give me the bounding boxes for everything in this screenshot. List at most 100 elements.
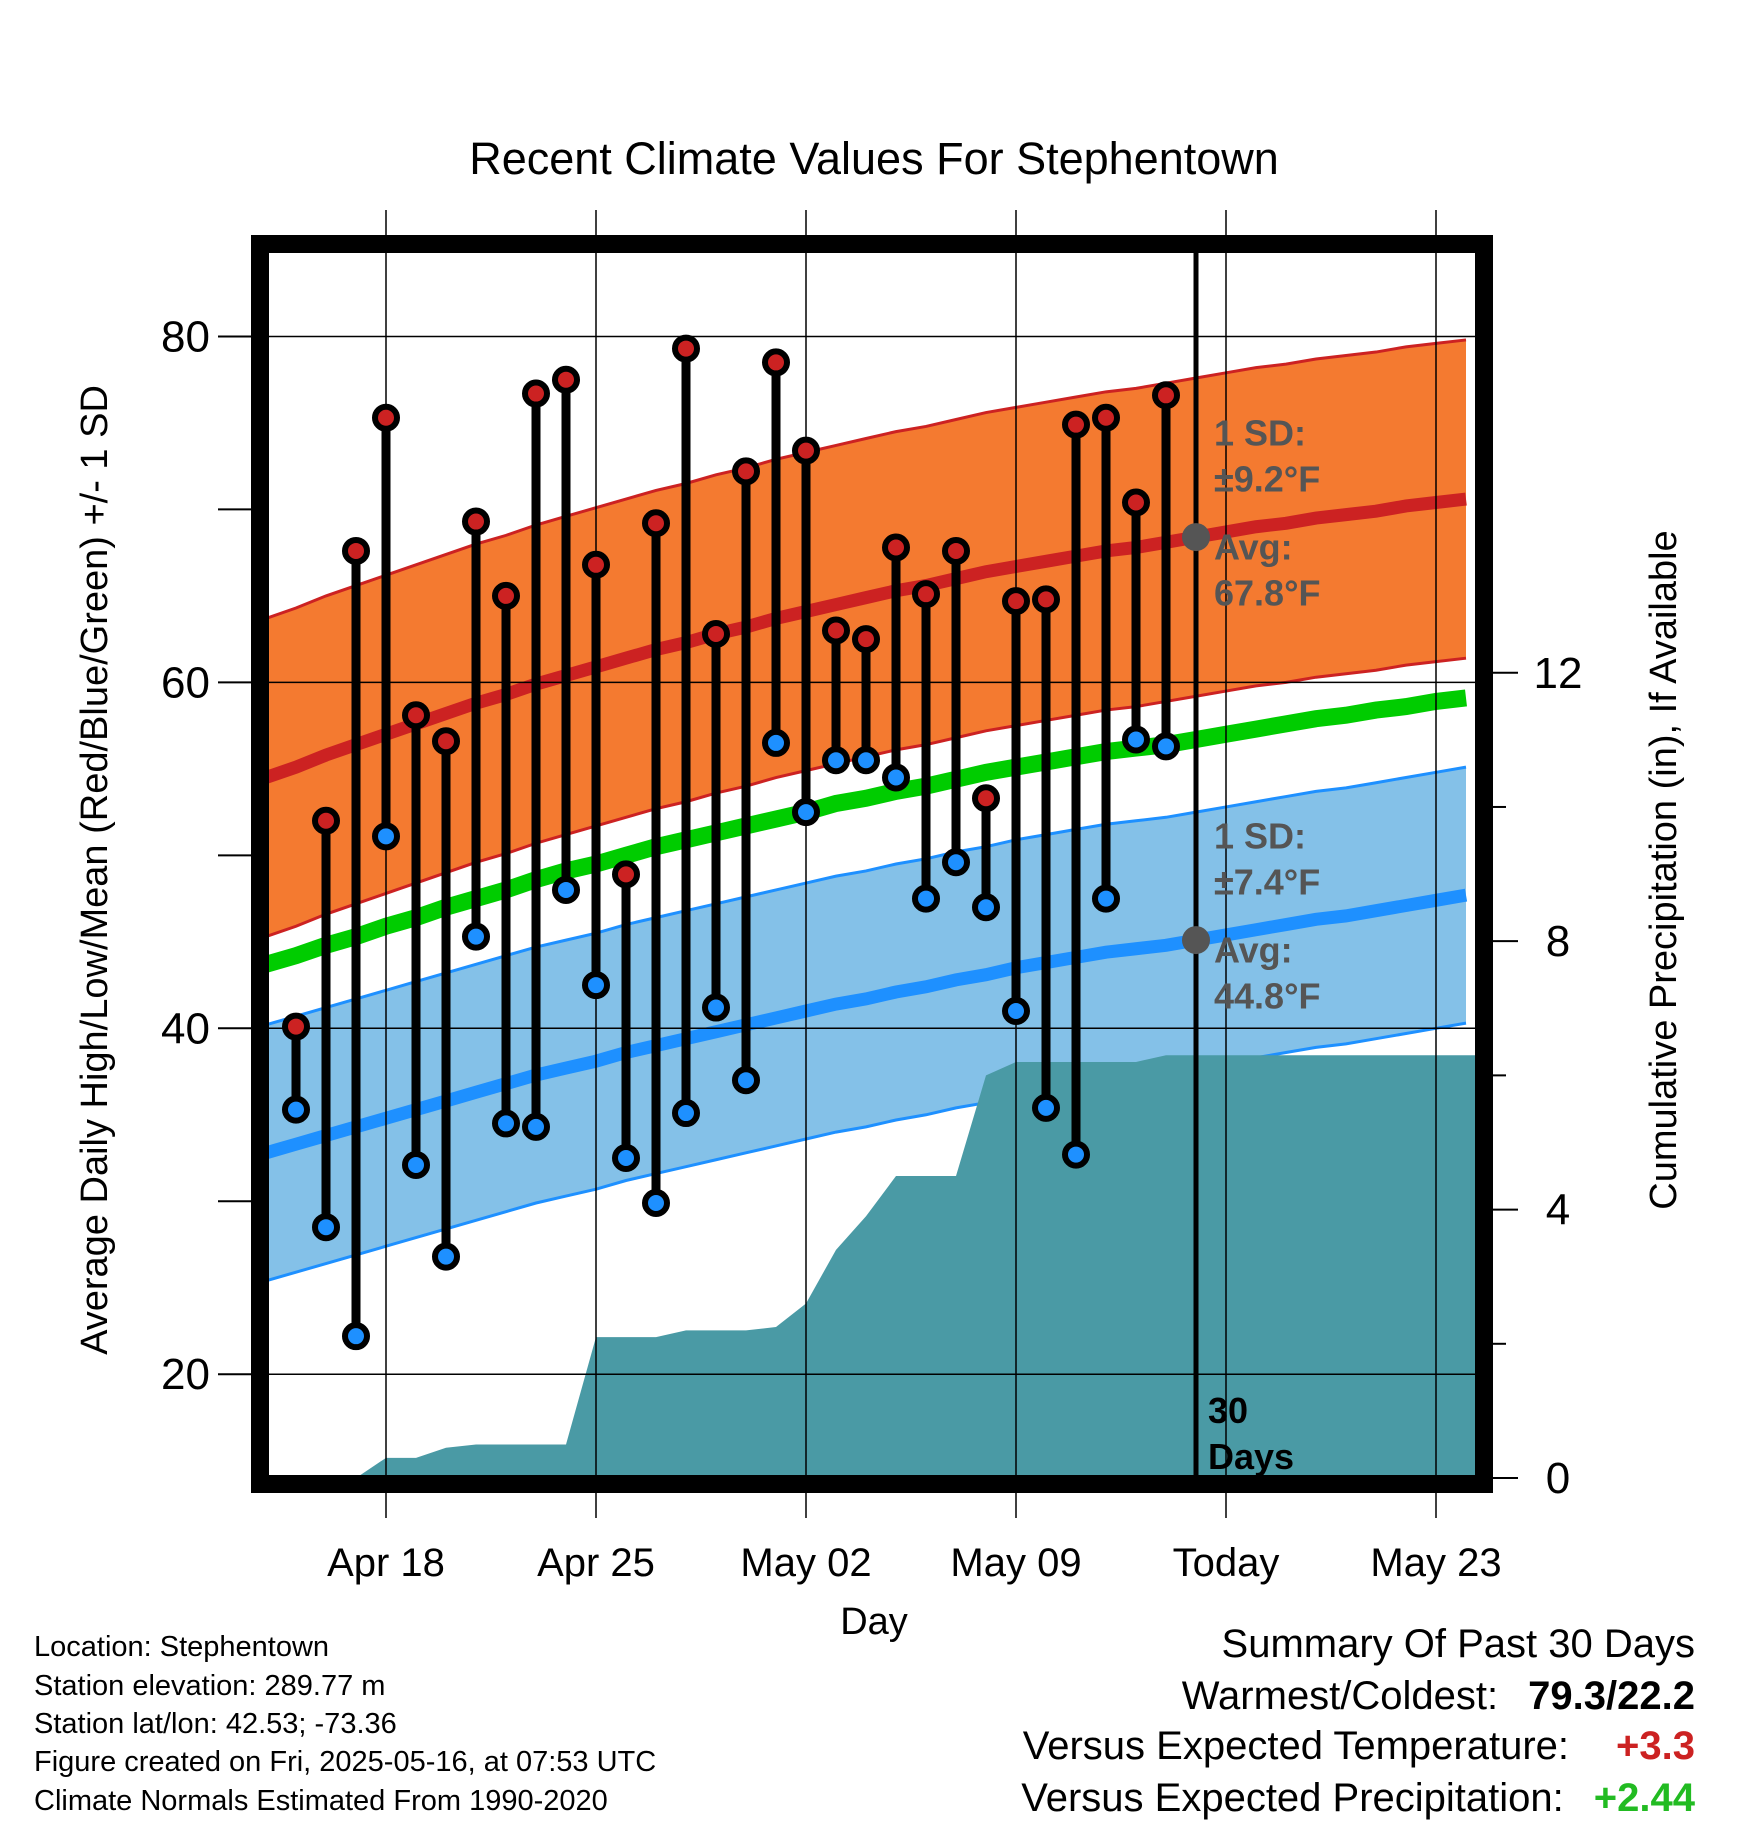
- high-point: [342, 536, 370, 565]
- avg-high-annotation-0: Avg:: [1214, 527, 1293, 568]
- high-point: [1062, 410, 1090, 439]
- x-tick-label: Today: [1173, 1541, 1280, 1585]
- avg-low-marker: [1182, 926, 1210, 955]
- high-point: [1032, 585, 1060, 614]
- high-point: [1122, 488, 1150, 517]
- sd-low-annotation-1: ±7.4°F: [1214, 861, 1320, 902]
- high-point: [402, 701, 430, 730]
- low-point: [282, 1095, 310, 1124]
- summary-precip: Versus Expected Precipitation: +2.44: [1021, 1776, 1695, 1821]
- today-note-1: Days: [1208, 1436, 1294, 1477]
- high-point: [372, 403, 400, 432]
- high-point: [282, 1012, 310, 1041]
- plot-area: 1 SD: ±9.2°F Avg: 67.8°F 1 SD: ±7.4°F Avg: 44.8…: [161, 210, 1582, 1585]
- summary-title-text: Summary Of Past 30 Days: [1221, 1622, 1695, 1666]
- location-text: Location: Stephentown: [34, 1631, 330, 1663]
- summary-temp: Versus Expected Temperature: +3.3: [1023, 1724, 1695, 1769]
- sd-high-annotation-1: ±9.2°F: [1214, 458, 1320, 499]
- temp-vs-expected-value: +3.3: [1616, 1724, 1695, 1768]
- warmest-value: 79.3: [1528, 1674, 1607, 1718]
- chart-title: Recent Climate Values For Stephentown: [469, 133, 1279, 184]
- low-point: [522, 1112, 550, 1141]
- high-point: [522, 379, 550, 408]
- summary-warm-cold: Warmest/Coldest: 79.3/22.2: [1181, 1674, 1695, 1718]
- low-point: [882, 763, 910, 792]
- y-tick-label: 60: [161, 658, 210, 707]
- high-point: [1152, 381, 1180, 410]
- precip-vs-expected-label: Versus Expected Precipitation:: [1021, 1776, 1564, 1820]
- high-point: [642, 509, 670, 538]
- x-axis-label: Day: [840, 1601, 908, 1643]
- low-point: [612, 1144, 640, 1173]
- high-point: [732, 457, 760, 486]
- high-point: [762, 348, 790, 377]
- y-tick-label: 20: [161, 1350, 210, 1399]
- low-point: [942, 848, 970, 877]
- high-point: [972, 784, 1000, 813]
- avg-low-annotation-0: Avg:: [1214, 930, 1293, 971]
- coldest-value: 22.2: [1617, 1674, 1695, 1718]
- x-tick-label: Apr 25: [537, 1541, 655, 1585]
- y2-axis-label: Cumulative Precipitation (in), If Availa…: [1643, 530, 1685, 1209]
- y-tick-label: 80: [161, 312, 210, 361]
- low-sd-upper-line: [266, 765, 1467, 1027]
- low-point: [912, 884, 940, 913]
- precip-vs-expected-value: +2.44: [1593, 1776, 1695, 1820]
- created-text: Figure created on Fri, 2025-05-16, at 07…: [34, 1746, 657, 1778]
- low-point: [1032, 1093, 1060, 1122]
- avg-high-marker: [1182, 523, 1210, 552]
- avg-low-annotation-1: 44.8°F: [1214, 976, 1320, 1017]
- low-sd-band: [266, 767, 1466, 1281]
- high-point: [702, 619, 730, 648]
- y-axis-label: Average Daily High/Low/Mean (Red/Blue/Gr…: [74, 385, 116, 1355]
- high-point: [852, 625, 880, 654]
- normal-mean-line: [266, 689, 1467, 973]
- y2-tick-label: 12: [1534, 649, 1583, 698]
- high-point: [462, 507, 490, 536]
- low-point: [642, 1188, 670, 1217]
- plot-frame: [251, 235, 1493, 1493]
- low-point: [1062, 1140, 1090, 1169]
- high-point: [1092, 403, 1120, 432]
- high-point: [942, 536, 970, 565]
- high-point: [312, 806, 340, 835]
- summary-title: Summary Of Past 30 Days: [1222, 1622, 1695, 1667]
- low-point: [1092, 884, 1120, 913]
- high-point: [912, 580, 940, 609]
- high-point: [492, 581, 520, 610]
- high-point: [552, 365, 580, 394]
- low-point: [462, 922, 490, 951]
- latlon-text: Station lat/lon: 42.53; -73.36: [34, 1708, 397, 1740]
- high-point: [792, 436, 820, 465]
- high-point: [822, 616, 850, 645]
- today-note-0: 30: [1208, 1390, 1248, 1431]
- low-point: [732, 1066, 760, 1095]
- low-point: [372, 822, 400, 851]
- x-tick-label: May 02: [740, 1541, 871, 1585]
- low-point: [702, 993, 730, 1022]
- y-tick-label: 40: [161, 1004, 210, 1053]
- normals-text: Climate Normals Estimated From 1990-2020: [34, 1785, 608, 1817]
- low-point: [552, 875, 580, 904]
- x-tick-label: May 09: [950, 1541, 1081, 1585]
- high-point: [882, 533, 910, 562]
- normal-low-line: [266, 888, 1468, 1160]
- y2-tick-label: 0: [1546, 1454, 1570, 1503]
- low-point: [342, 1322, 370, 1351]
- low-point: [792, 798, 820, 827]
- high-point: [672, 334, 700, 363]
- low-point: [762, 728, 790, 757]
- elevation-text: Station elevation: 289.77 m: [34, 1670, 386, 1702]
- low-point: [492, 1109, 520, 1138]
- sd-low-annotation-0: 1 SD:: [1214, 815, 1306, 856]
- high-point: [1002, 587, 1030, 616]
- y2-tick-label: 8: [1546, 917, 1570, 966]
- low-point: [1002, 997, 1030, 1026]
- low-point: [582, 971, 610, 1000]
- high-point: [612, 860, 640, 889]
- sd-high-annotation-0: 1 SD:: [1214, 412, 1306, 453]
- avg-high-annotation-1: 67.8°F: [1214, 573, 1320, 614]
- high-point: [582, 550, 610, 579]
- y2-tick-label: 4: [1546, 1186, 1570, 1235]
